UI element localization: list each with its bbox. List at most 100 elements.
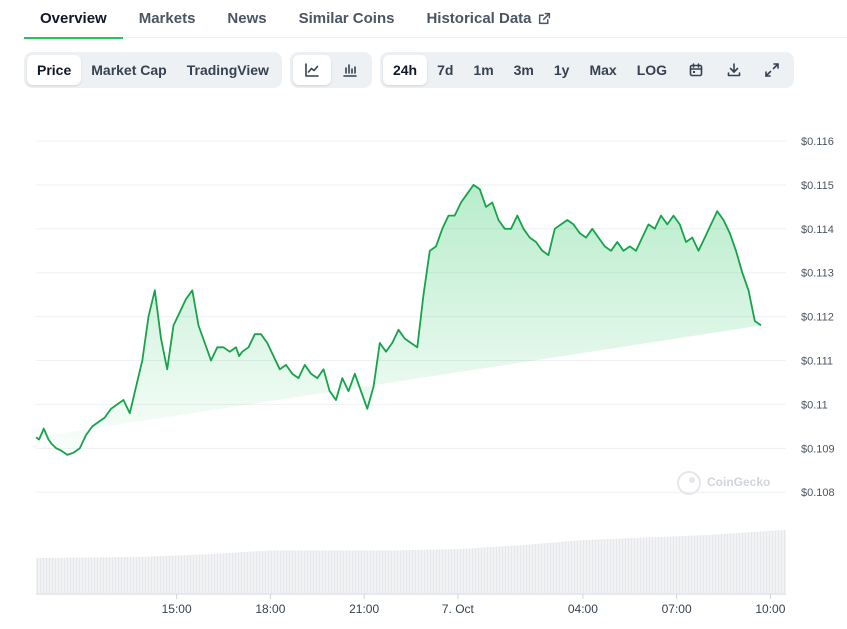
fullscreen-icon <box>765 63 779 77</box>
volume-bar <box>309 550 312 594</box>
volume-bar <box>135 556 138 594</box>
tab-news[interactable]: News <box>211 0 282 38</box>
volume-bar <box>36 558 39 594</box>
volume-bar <box>348 550 351 594</box>
volume-bar <box>483 547 486 594</box>
volume-bar <box>777 530 780 594</box>
volume-bar <box>729 533 732 594</box>
volume-bar <box>537 543 540 594</box>
range-1m-button[interactable]: 1m <box>473 62 494 78</box>
volume-bar <box>312 550 315 594</box>
volume-bar <box>270 550 273 594</box>
volume-bar <box>648 537 651 594</box>
volume-bar <box>60 557 63 594</box>
line-chart-button[interactable] <box>292 55 331 85</box>
volume-bar <box>387 550 390 594</box>
volume-bar <box>231 552 234 594</box>
line-chart-icon <box>305 63 319 77</box>
volume-bar <box>558 542 561 594</box>
volume-bar <box>132 556 135 594</box>
volume-bar <box>324 550 327 594</box>
volume-bar <box>492 546 495 594</box>
market-cap-button[interactable]: Market Cap <box>91 62 167 78</box>
volume-bar <box>93 557 96 594</box>
log-scale-button[interactable]: LOG <box>636 62 668 78</box>
volume-bar <box>456 549 459 594</box>
x-tick-label: 07:00 <box>662 602 692 616</box>
volume-bar <box>495 546 498 594</box>
tab-overview-label: Overview <box>40 10 107 27</box>
volume-bar <box>468 548 471 594</box>
calendar-button[interactable] <box>677 55 715 85</box>
candlestick-button[interactable] <box>331 55 369 85</box>
volume-bar <box>168 555 171 594</box>
volume-bar <box>408 550 411 594</box>
volume-bar <box>207 554 210 594</box>
price-button[interactable]: Price <box>27 55 82 85</box>
volume-bar <box>153 556 156 594</box>
range-max-button[interactable]: Max <box>589 62 617 78</box>
volume-bar <box>177 555 180 594</box>
volume-bar <box>531 544 534 594</box>
volume-bar <box>522 544 525 594</box>
range-7d-button[interactable]: 7d <box>437 62 454 78</box>
volume-bar <box>606 539 609 594</box>
volume-bar <box>540 543 543 594</box>
volume-bar <box>279 550 282 594</box>
fullscreen-button[interactable] <box>753 55 791 85</box>
volume-bar <box>39 558 42 594</box>
range-24h-button[interactable]: 24h <box>382 55 428 85</box>
volume-bar <box>579 540 582 594</box>
volume-bar <box>81 557 84 594</box>
volume-bar <box>423 549 426 594</box>
volume-bar <box>75 557 78 594</box>
volume-bar <box>219 553 222 594</box>
volume-bar <box>711 534 714 594</box>
volume-bar <box>642 537 645 594</box>
volume-bar <box>591 539 594 594</box>
y-tick-label: $0.114 <box>801 224 834 236</box>
range-3m-button[interactable]: 3m <box>513 62 534 78</box>
volume-bar <box>690 535 693 594</box>
tab-overview[interactable]: Overview <box>24 0 123 39</box>
volume-bar <box>657 536 660 594</box>
tradingview-button[interactable]: TradingView <box>186 62 269 78</box>
external-link-icon <box>538 12 550 25</box>
volume-bar <box>108 557 111 594</box>
tab-historical-data[interactable]: Historical Data <box>410 0 566 38</box>
tab-news-label: News <box>227 10 267 27</box>
volume-bar <box>192 554 195 594</box>
volume-bar <box>498 546 501 594</box>
volume-bar <box>534 543 537 594</box>
volume-bar <box>459 548 462 594</box>
volume-bar <box>378 550 381 594</box>
y-tick-label: $0.115 <box>801 180 834 192</box>
price-area-fill <box>36 184 761 455</box>
volume-bar <box>627 538 630 594</box>
volume-bar <box>363 550 366 594</box>
range-1y-button[interactable]: 1y <box>553 62 570 78</box>
volume-bar <box>390 550 393 594</box>
tab-similar-coins[interactable]: Similar Coins <box>283 0 411 38</box>
volume-bar <box>726 533 729 594</box>
volume-bar <box>666 536 669 594</box>
volume-bar <box>618 538 621 594</box>
volume-bar <box>555 542 558 594</box>
y-tick-label: $0.116 <box>801 136 834 148</box>
y-tick-label: $0.112 <box>801 312 834 324</box>
volume-bar <box>45 557 48 594</box>
volume-bar <box>675 536 678 594</box>
y-tick-label: $0.113 <box>801 268 834 280</box>
volume-bar <box>582 540 585 594</box>
price-line <box>35 184 762 456</box>
volume-bar <box>321 550 324 594</box>
volume-bar <box>78 557 81 594</box>
download-button[interactable] <box>715 55 753 85</box>
tab-markets[interactable]: Markets <box>123 0 212 38</box>
volume-bar <box>117 557 120 594</box>
volume-bar <box>678 536 681 594</box>
volume-bar <box>405 550 408 594</box>
volume-bar <box>504 546 507 594</box>
volume-bar <box>417 549 420 594</box>
